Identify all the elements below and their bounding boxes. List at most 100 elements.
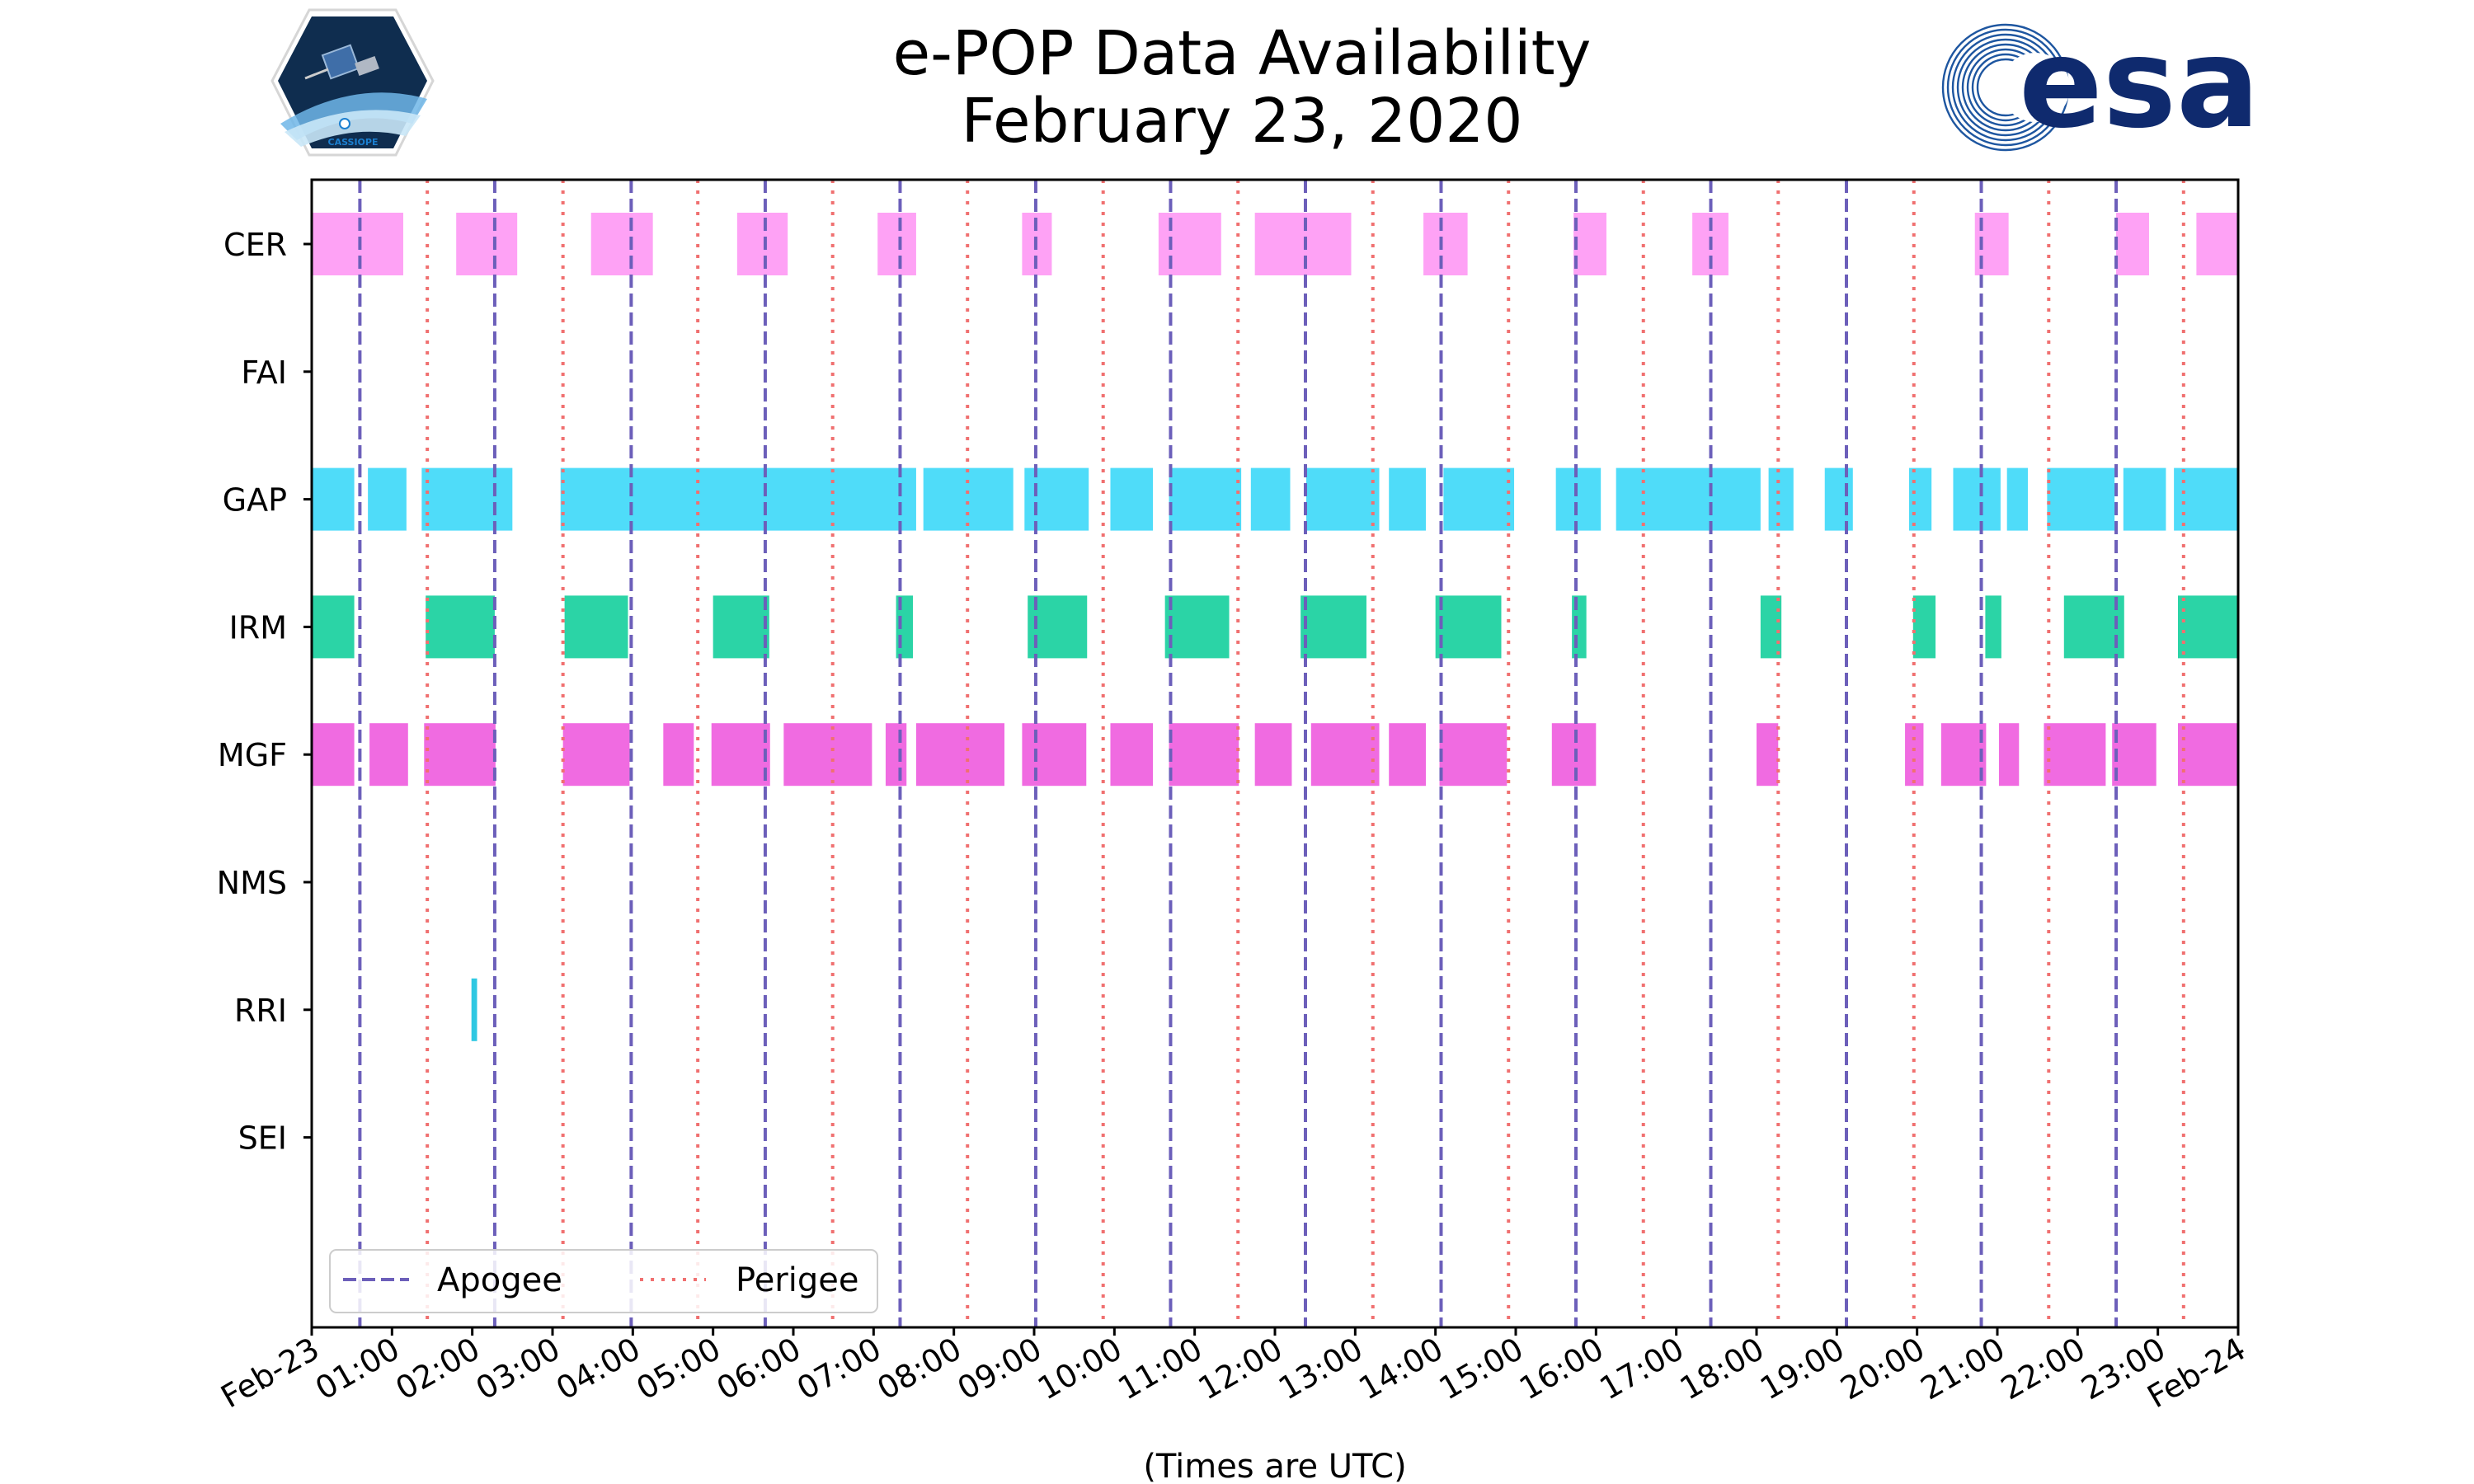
- bar-gap-20: [2123, 467, 2166, 531]
- bar-gap-4: [923, 467, 1014, 531]
- x-tick-label-11: 11:00: [1112, 1331, 1208, 1407]
- bar-mgf-1: [369, 723, 408, 787]
- bar-gap-13: [1616, 467, 1761, 531]
- cassiope-logo: CASSIOPE: [270, 8, 435, 157]
- bar-gap-12: [1555, 467, 1602, 531]
- bar-mgf-12: [1254, 723, 1292, 787]
- bar-irm-7: [1300, 595, 1366, 659]
- bar-cer-9: [1573, 213, 1606, 275]
- bar-gap-21: [2174, 467, 2238, 531]
- x-tick-label-19: 19:00: [1754, 1331, 1851, 1407]
- x-tick-label-8: 08:00: [871, 1331, 967, 1407]
- bar-cer-3: [736, 213, 788, 275]
- bar-mgf-21: [2044, 723, 2106, 787]
- x-tick-label-12: 12:00: [1192, 1331, 1289, 1407]
- bar-irm-8: [1435, 595, 1502, 659]
- bar-mgf-6: [783, 723, 872, 787]
- x-tick-label-10: 10:00: [1032, 1331, 1128, 1407]
- bar-mgf-10: [1110, 723, 1154, 787]
- bar-gap-3: [560, 467, 916, 531]
- y-tick-label-fai: FAI: [241, 355, 287, 391]
- bar-mgf-14: [1389, 723, 1426, 787]
- bar-mgf-17: [1757, 723, 1779, 787]
- legend-box: [329, 1249, 878, 1313]
- orbit-event-lines: [358, 180, 2185, 1327]
- x-tick-label-4: 04:00: [550, 1331, 647, 1407]
- y-tick-label-nms: NMS: [217, 865, 287, 901]
- y-tick-label-gap: GAP: [223, 482, 287, 519]
- bar-irm-12: [1985, 595, 2001, 659]
- bar-gap-1: [368, 467, 407, 531]
- bar-mgf-3: [562, 723, 630, 787]
- x-tick-label-5: 05:00: [630, 1331, 727, 1407]
- bar-irm-6: [1164, 595, 1230, 659]
- bar-gap-17: [1953, 467, 2001, 531]
- x-tick-label-7: 07:00: [791, 1331, 887, 1407]
- bar-mgf-13: [1310, 723, 1380, 787]
- y-tick-label-rri: RRI: [234, 993, 287, 1029]
- bar-gap-10: [1389, 467, 1426, 531]
- x-tick-label-6: 06:00: [711, 1331, 807, 1407]
- x-tick-label-9: 09:00: [952, 1331, 1048, 1407]
- x-tick-label-16: 16:00: [1513, 1331, 1610, 1407]
- legend-apogee-label: Apogee: [437, 1261, 562, 1299]
- bar-mgf-4: [663, 723, 694, 787]
- bar-cer-12: [2116, 213, 2149, 275]
- bar-irm-5: [1028, 595, 1088, 659]
- bar-cer-4: [877, 213, 916, 275]
- bar-gap-0: [312, 467, 355, 531]
- bar-mgf-9: [1022, 723, 1087, 787]
- bar-gap-11: [1443, 467, 1515, 531]
- x-axis-label: (Times are UTC): [1143, 1448, 1406, 1484]
- bar-mgf-16: [1551, 723, 1597, 787]
- bar-irm-10: [1760, 595, 1782, 659]
- x-tick-label-3: 03:00: [470, 1331, 567, 1407]
- bar-mgf-18: [1905, 723, 1924, 787]
- y-tick-label-irm: IRM: [229, 609, 287, 646]
- svg-text:CASSIOPE: CASSIOPE: [328, 137, 379, 148]
- x-tick-label-22: 22:00: [1995, 1331, 2091, 1407]
- bar-mgf-19: [1940, 723, 1987, 787]
- bar-mgf-22: [2112, 723, 2157, 787]
- bar-gap-15: [1824, 467, 1853, 531]
- bar-gap-7: [1169, 467, 1242, 531]
- bar-mgf-0: [312, 723, 355, 787]
- bar-mgf-15: [1439, 723, 1507, 787]
- bar-gap-5: [1024, 467, 1089, 531]
- bar-gap-16: [1908, 467, 1932, 531]
- y-axis: CER FAI GAP IRM MGF NMS RRI SEI: [217, 227, 312, 1157]
- bar-gap-8: [1250, 467, 1291, 531]
- bar-irm-11: [1912, 595, 1936, 659]
- x-tick-label-13: 13:00: [1272, 1331, 1369, 1407]
- bar-irm-1: [426, 595, 495, 659]
- bar-mgf-23: [2178, 723, 2238, 787]
- x-axis: Feb-2301:0002:0003:0004:0005:0006:0007:0…: [214, 1327, 2252, 1415]
- x-tick-label-2: 02:00: [389, 1331, 486, 1407]
- bar-gap-9: [1305, 467, 1380, 531]
- legend-perigee-label: Perigee: [736, 1261, 858, 1299]
- x-tick-label-1: 01:00: [309, 1331, 406, 1407]
- bar-gap-2: [421, 467, 513, 531]
- bar-gap-19: [2047, 467, 2115, 531]
- bar-mgf-8: [915, 723, 1004, 787]
- bar-mgf-7: [885, 723, 907, 787]
- bar-irm-0: [312, 595, 355, 659]
- bar-cer-6: [1158, 213, 1221, 275]
- bar-gap-18: [2006, 467, 2028, 531]
- bar-cer-1: [456, 213, 518, 275]
- x-tick-label-18: 18:00: [1674, 1331, 1771, 1407]
- bar-irm-13: [2063, 595, 2124, 659]
- bar-cer-8: [1423, 213, 1468, 275]
- bar-mgf-2: [424, 723, 496, 787]
- y-tick-label-sei: SEI: [238, 1120, 287, 1157]
- chart-title-line-1: e-POP Data Availability: [893, 18, 1592, 89]
- bar-mgf-11: [1169, 723, 1239, 787]
- x-tick-label-15: 15:00: [1433, 1331, 1530, 1407]
- esa-logo: esa: [1941, 12, 2260, 156]
- x-tick-label-21: 21:00: [1915, 1331, 2011, 1407]
- legend: Apogee Perigee: [329, 1249, 878, 1313]
- bar-gap-14: [1768, 467, 1794, 531]
- x-tick-label-14: 14:00: [1352, 1331, 1449, 1407]
- bar-cer-2: [590, 213, 653, 275]
- bar-rri-0: [471, 978, 477, 1041]
